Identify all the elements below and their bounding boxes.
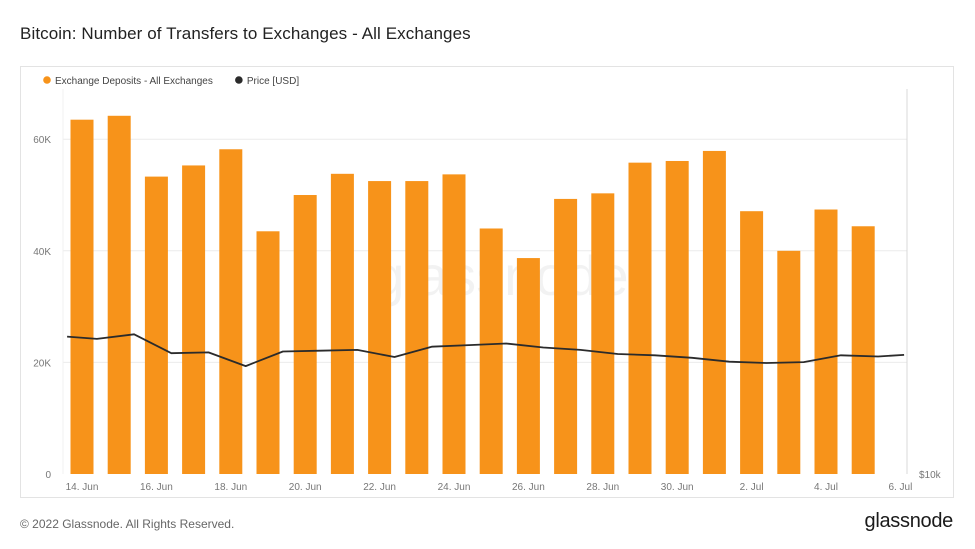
x-tick-label: 22. Jun bbox=[363, 482, 396, 493]
x-tick-label: 4. Jul bbox=[814, 482, 838, 493]
axes: 0 20K 40K 60K $10k 14. Jun 16. Jun 18. Jun 20. J… bbox=[33, 89, 942, 493]
bar bbox=[368, 181, 392, 474]
y-tick-label: 40K bbox=[33, 247, 51, 258]
bar bbox=[405, 181, 429, 474]
legend-label[interactable]: Exchange Deposits - All Exchanges bbox=[55, 76, 213, 87]
y-right-tick-label: $10k bbox=[919, 470, 942, 481]
bar bbox=[516, 258, 540, 474]
bar bbox=[256, 231, 280, 474]
y-tick-label: 20K bbox=[33, 358, 51, 369]
x-tick-label: 2. Jul bbox=[740, 482, 764, 493]
x-tick-label: 6. Jul bbox=[888, 482, 912, 493]
price-line bbox=[67, 333, 905, 368]
bar bbox=[219, 149, 243, 474]
bar bbox=[665, 160, 689, 474]
bar bbox=[554, 198, 578, 474]
bar bbox=[442, 174, 466, 474]
bar bbox=[702, 150, 726, 474]
bar bbox=[182, 165, 206, 475]
price-line-series bbox=[67, 333, 905, 368]
legend-marker bbox=[235, 76, 243, 84]
copyright-text: © 2022 Glassnode. All Rights Reserved. bbox=[20, 517, 235, 531]
x-tick-label: 24. Jun bbox=[438, 482, 471, 493]
bar bbox=[591, 193, 615, 474]
y-tick-label: 0 bbox=[45, 470, 51, 481]
x-tick-label: 16. Jun bbox=[140, 482, 173, 493]
bar bbox=[293, 195, 317, 474]
brand-logo: glassnode bbox=[864, 510, 954, 532]
legend-marker bbox=[43, 76, 51, 84]
x-tick-label: 28. Jun bbox=[586, 482, 619, 493]
bar bbox=[628, 162, 652, 475]
bar bbox=[330, 173, 354, 474]
bar bbox=[814, 209, 838, 475]
legend-label[interactable]: Price [USD] bbox=[247, 76, 299, 87]
y-tick-label: 60K bbox=[33, 135, 51, 146]
bar bbox=[107, 115, 131, 475]
x-tick-label: 26. Jun bbox=[512, 482, 545, 493]
x-tick-label: 14. Jun bbox=[66, 482, 99, 493]
x-tick-label: 18. Jun bbox=[214, 482, 247, 493]
legend: Exchange Deposits - All Exchanges Price [… bbox=[43, 76, 299, 87]
bar bbox=[144, 176, 168, 474]
bar bbox=[740, 211, 764, 474]
bar bbox=[851, 226, 875, 474]
chart-title: Bitcoin: Number of Transfers to Exchange… bbox=[20, 24, 471, 43]
x-tick-label: 20. Jun bbox=[289, 482, 322, 493]
bar bbox=[479, 228, 503, 474]
bar bbox=[70, 119, 94, 474]
x-tick-label: 30. Jun bbox=[661, 482, 694, 493]
